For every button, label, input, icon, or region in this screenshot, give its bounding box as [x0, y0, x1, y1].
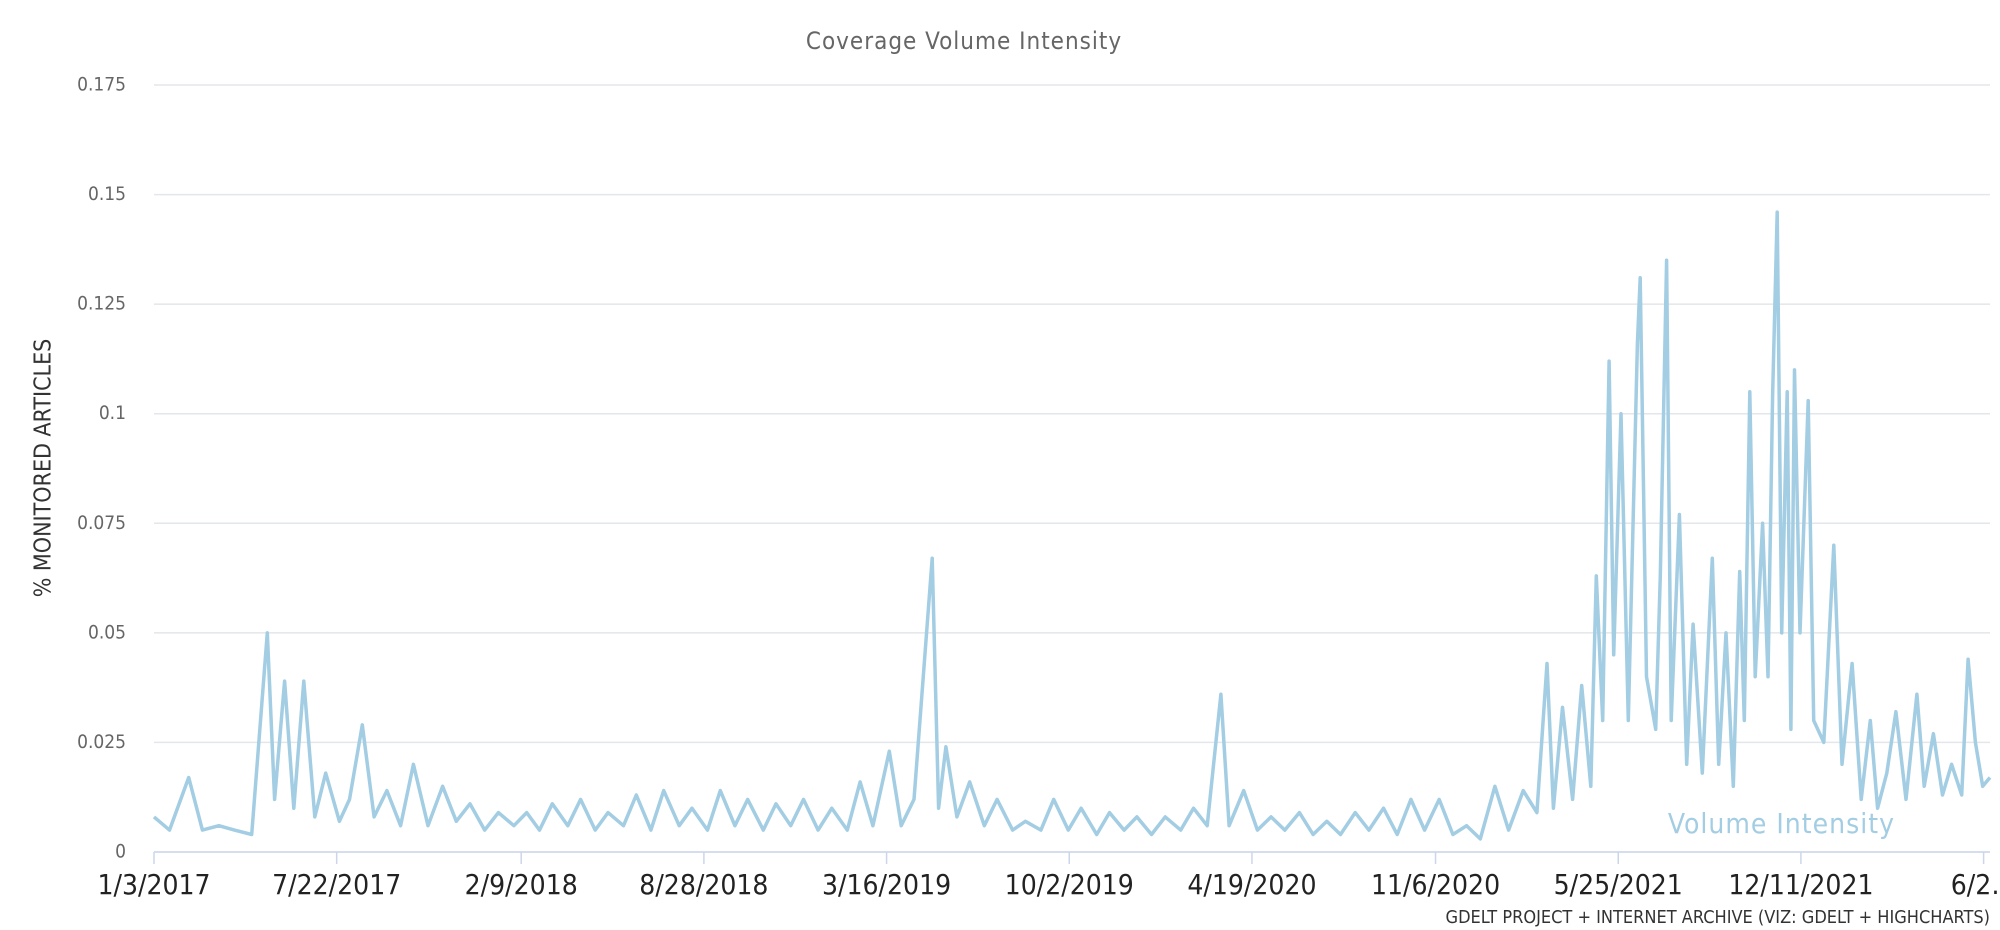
x-tick-label: 10/2/2019 [1005, 868, 1134, 901]
x-tick-label: 1/3/2017 [97, 868, 210, 901]
x-tick-label: 5/25/2021 [1554, 868, 1683, 901]
y-tick-label: 0 [115, 841, 126, 863]
x-tick-label: 12/11/2021 [1728, 868, 1873, 901]
x-tick-label: 7/22/2017 [272, 868, 401, 901]
y-tick-label: 0.05 [88, 621, 126, 643]
x-tick-label: 6/2… [1951, 868, 2000, 901]
y-tick-label: 0.1 [99, 402, 126, 424]
x-tick-label: 3/16/2019 [822, 868, 951, 901]
watermark: Volume Intensity [1668, 807, 1895, 840]
x-tick-label: 2/9/2018 [465, 868, 578, 901]
y-tick-label: 0.025 [77, 731, 126, 753]
credit: GDELT PROJECT + INTERNET ARCHIVE (VIZ: G… [1446, 907, 1990, 928]
data-line [152, 210, 1992, 841]
y-tick-label: 0.175 [77, 74, 126, 96]
y-axis-label: % MONITORED ARTICLES [31, 339, 57, 598]
x-tick-label: 8/28/2018 [639, 868, 768, 901]
x-tick-label: 4/19/2020 [1187, 868, 1316, 901]
chart-title: Coverage Volume Intensity [806, 27, 1122, 55]
x-tick-label: 11/6/2020 [1371, 868, 1500, 901]
y-tick-label: 0.125 [77, 293, 126, 315]
y-tick-label: 0.075 [77, 512, 126, 534]
y-tick-label: 0.15 [88, 183, 126, 205]
